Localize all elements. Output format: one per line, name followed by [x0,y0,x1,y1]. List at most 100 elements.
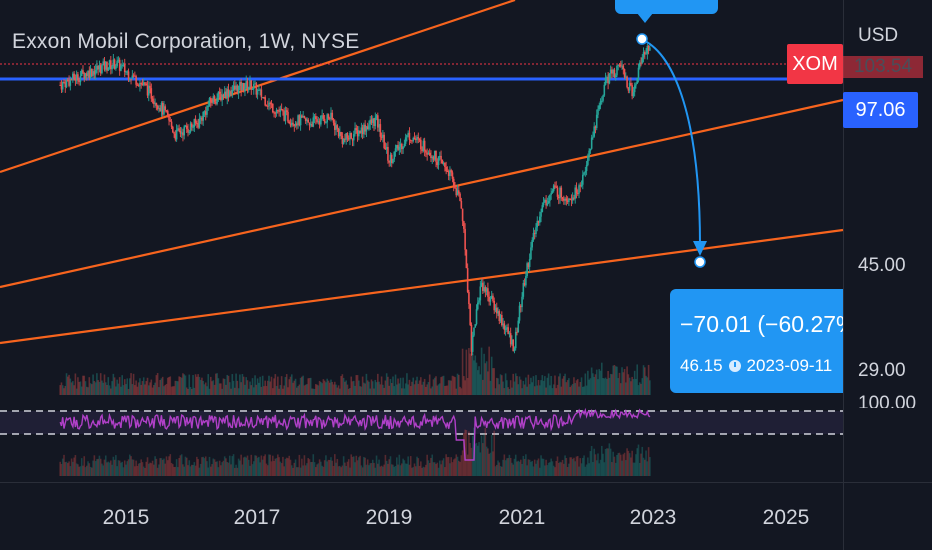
volume-bar [175,380,178,395]
volume-bar [533,459,536,476]
volume-bar [289,376,292,395]
candle-body [445,166,447,172]
candle-body [266,105,269,107]
volume-bar [490,356,493,395]
candle-body [128,79,131,81]
volume-bar [593,448,595,476]
volume-bar [261,459,264,476]
trendline-1[interactable] [0,0,516,174]
trendline-2[interactable] [0,98,844,289]
volume-bar [239,460,241,476]
volume-bar [389,456,392,476]
x-tick-label: 2015 [102,506,150,529]
volume-bar [285,374,288,395]
volume-bar [290,374,293,395]
candle-body [626,76,628,88]
volume-bar [146,457,149,476]
candle-body [547,200,550,204]
candle-body [464,228,466,250]
candle-body [608,73,611,84]
candle-body [627,87,630,91]
volume-bar [373,462,375,476]
volume-bar [560,462,563,476]
volume-bar [145,381,148,395]
candle-body [198,118,201,128]
volume-bar [350,454,353,476]
candle-body [475,309,478,325]
volume-bar [209,466,212,476]
candle-body [455,188,458,196]
volume-bar [121,375,124,395]
volume-bar [172,386,174,395]
candle-body [373,118,375,126]
candle-body [354,128,356,135]
volume-bar [234,387,236,395]
volume-bar [199,463,202,476]
candle-body [85,73,88,76]
measure-top-callout[interactable] [615,0,718,23]
volume-bar [323,380,326,395]
volume-bar [545,459,547,476]
candle-body [593,126,595,137]
projection-end-point[interactable] [694,256,706,268]
volume-bar [217,467,220,476]
volume-bar [246,380,249,395]
volume-bar [483,433,485,476]
candle-body [59,84,61,86]
candle-body [512,339,515,352]
candle-body [117,59,120,61]
volume-bar [445,454,447,476]
volume-bar [161,459,164,476]
volume-bar [554,375,556,395]
candle-body [368,124,370,130]
volume-bar [273,461,275,476]
volume-bar [126,461,129,476]
candle-body [191,123,193,128]
volume-bar [182,464,184,476]
candle-body [72,73,74,81]
volume-bar [585,464,588,476]
volume-bar [69,466,72,476]
volume-bar [611,462,613,476]
volume-bar [374,467,377,476]
volume-bar [72,461,74,476]
candle-body [271,103,274,113]
volume-bar [339,465,341,476]
volume-bar [344,462,346,476]
volume-bar [450,380,453,395]
volume-bar [575,380,578,395]
candle-body [241,82,244,91]
volume-bar [117,460,120,476]
candle-body [533,232,536,235]
volume-bar [168,456,170,476]
candle-body [456,190,459,196]
candle-body [244,88,246,92]
candle-body [621,65,623,67]
volume-bar [583,455,585,476]
projection-arrow-curve[interactable] [642,39,701,246]
volume-bar [416,456,418,476]
volume-bar [98,455,101,476]
volume-bar [277,454,279,476]
candle-body [312,117,315,127]
volume-bar [454,458,456,476]
projection-start-point[interactable] [636,33,648,45]
volume-bar [98,381,101,395]
volume-bar [85,386,88,395]
horizontal-line-price-label[interactable]: 97.06 [843,92,918,128]
candle-body [293,124,296,126]
volume-bar [632,462,635,476]
volume-bar [218,383,221,395]
measurement-box[interactable]: −70.01 (−60.27% 46.15 2023-09-11 [670,289,843,393]
candle-body [130,79,132,81]
candle-body [474,324,477,328]
volume-bar [401,388,403,395]
volume-bar [59,385,61,395]
candle-body [614,75,617,78]
volume-bar [406,373,408,395]
volume-bar [312,388,315,395]
candle-body [317,121,320,123]
candle-body [208,98,211,107]
volume-bar [308,459,311,476]
